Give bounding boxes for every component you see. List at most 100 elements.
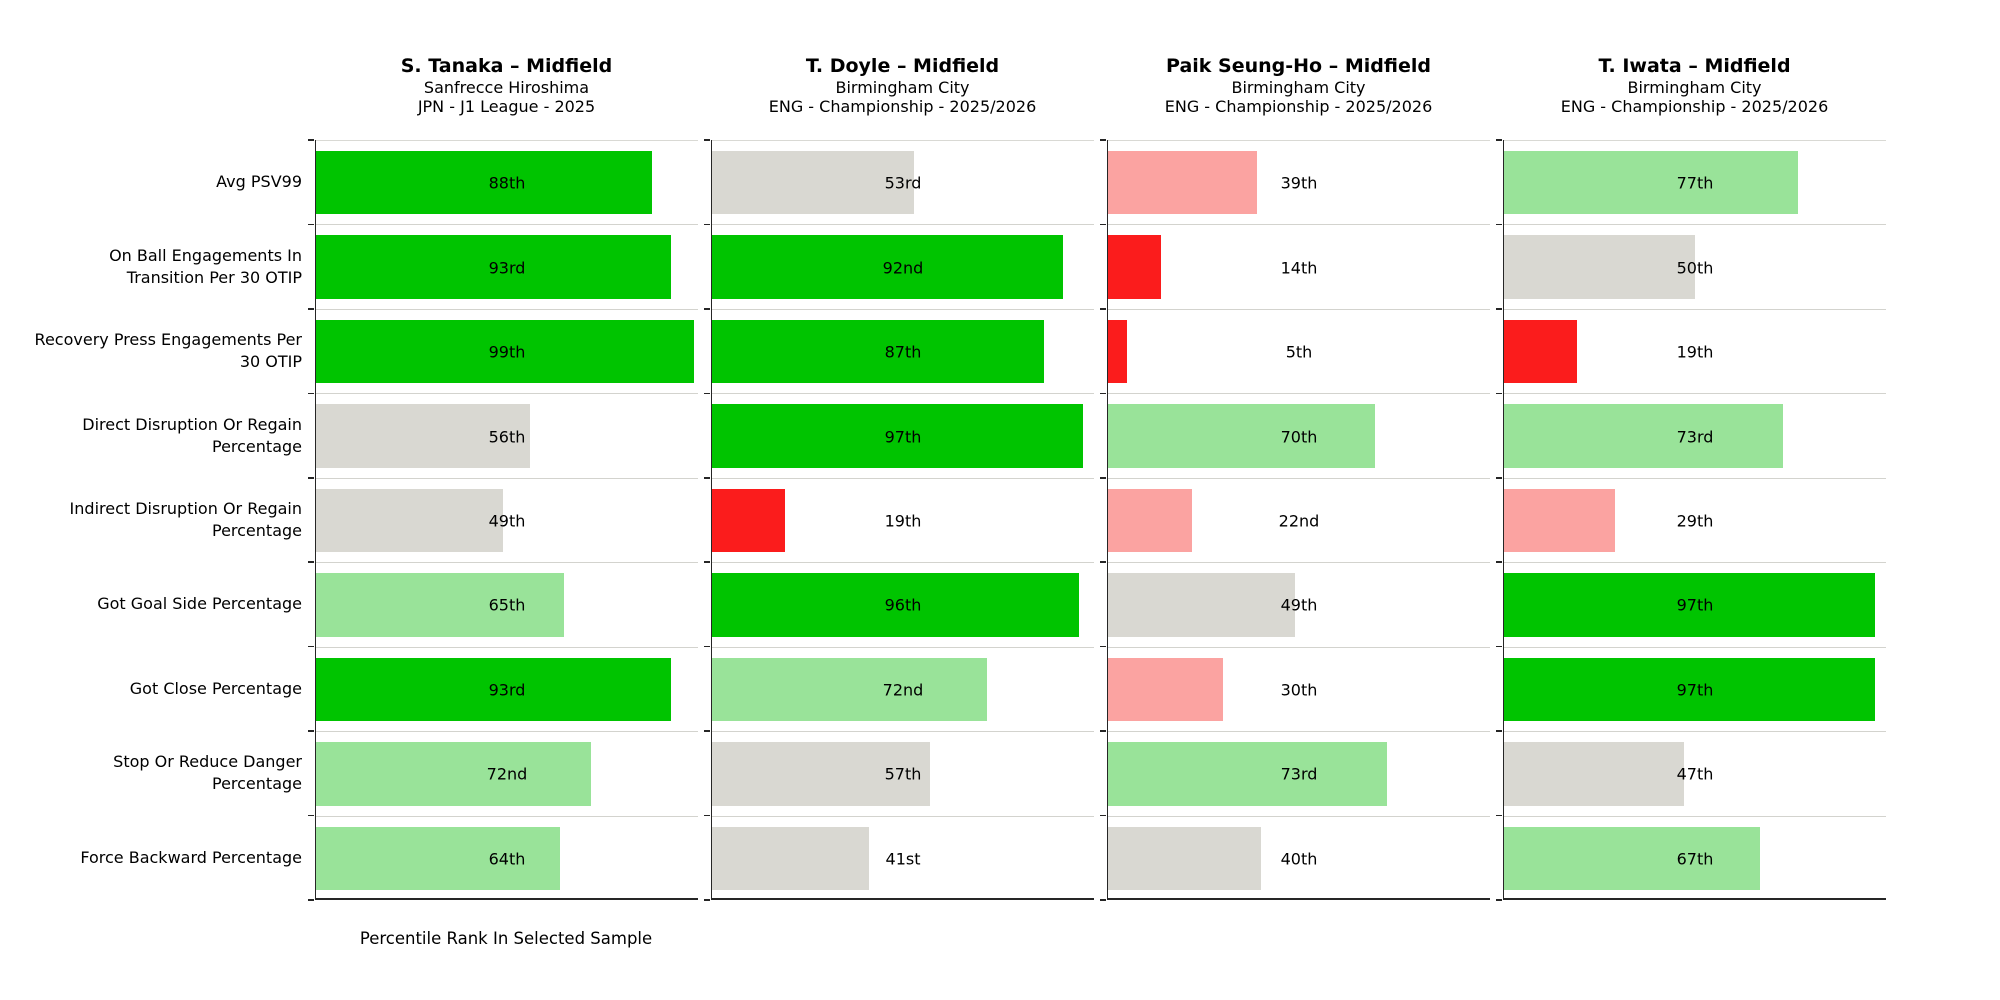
bar-row: 97th — [1504, 562, 1886, 646]
percentile-value-label: 14th — [1280, 258, 1318, 278]
y-axis-tick — [1100, 645, 1107, 648]
percentile-bar — [712, 657, 988, 722]
y-axis-tick — [1496, 730, 1503, 732]
bar-row: 57th — [712, 731, 1094, 815]
percentile-bar — [316, 404, 530, 468]
bar-row: 87th — [712, 308, 1094, 393]
percentile-value-label: 72nd — [486, 764, 528, 784]
percentile-value-label: 39th — [1280, 173, 1318, 193]
percentile-value-label: 40th — [1280, 849, 1318, 869]
player-competition: ENG - Championship - 2025/2026 — [1164, 97, 1433, 116]
y-axis-tick — [1100, 476, 1107, 479]
y-axis-tick — [308, 476, 315, 479]
percentile-bar — [316, 319, 695, 384]
percentile-bar — [1504, 488, 1615, 553]
percentile-value-label: 73rd — [1676, 427, 1714, 447]
y-axis-tick — [1496, 308, 1503, 310]
percentile-axis: 53rd 92nd 87th 97th 19th 96th 72nd 57th 41st — [704, 139, 1094, 901]
percentile-value-label: 92nd — [882, 258, 924, 278]
player-team: Birmingham City — [1627, 78, 1762, 97]
percentile-bar — [316, 235, 672, 299]
percentile-value-label: 50th — [1676, 258, 1714, 278]
bar-row: 99th — [316, 308, 698, 393]
percentile-value-label: 67th — [1676, 849, 1714, 869]
y-axis-tick — [704, 223, 711, 226]
y-axis-tick — [704, 308, 711, 310]
percentile-value-label: 65th — [488, 595, 526, 615]
percentile-value-label: 64th — [488, 849, 526, 869]
percentile-bar — [316, 488, 504, 553]
y-axis-tick — [1496, 814, 1503, 817]
percentile-bar — [712, 826, 869, 890]
bar-row: 77th — [1504, 140, 1886, 224]
bar-row: 30th — [1108, 646, 1490, 731]
y-axis-tick — [308, 730, 315, 732]
y-axis-tick — [1100, 223, 1107, 226]
percentile-bar — [316, 826, 561, 890]
percentile-value-label: 49th — [1280, 595, 1318, 615]
bar-row: 50th — [1504, 224, 1886, 308]
y-axis-tick — [1496, 899, 1503, 901]
percentile-bar — [1504, 742, 1684, 806]
percentile-value-label: 72nd — [882, 680, 924, 700]
bar-row: 67th — [1504, 815, 1886, 900]
bar-row: 29th — [1504, 477, 1886, 562]
player-competition: ENG - Championship - 2025/2026 — [1560, 97, 1829, 116]
percentile-bar — [316, 573, 565, 637]
percentile-value-label: 19th — [1676, 342, 1714, 362]
percentile-axis: 39th 14th 5th 70th 22nd 49th 30th 73rd 40th — [1100, 139, 1490, 901]
y-axis-tick — [704, 476, 711, 479]
bar-row: 49th — [1108, 562, 1490, 646]
y-axis-tick — [704, 561, 711, 564]
player-competition: ENG - Championship - 2025/2026 — [768, 97, 1037, 116]
percentile-bar — [316, 742, 592, 806]
y-axis-tick — [308, 645, 315, 648]
y-axis-tick — [1496, 392, 1503, 395]
bar-row: 14th — [1108, 224, 1490, 308]
bar-row: 73rd — [1108, 731, 1490, 815]
percentile-bar — [316, 657, 672, 722]
percentile-bar — [712, 573, 1079, 637]
percentile-value-label: 22nd — [1278, 511, 1320, 531]
bar-row: 72nd — [316, 731, 698, 815]
metric-label: Avg PSV99 — [216, 172, 302, 192]
percentile-bar — [1108, 235, 1162, 299]
y-axis-tick — [1100, 561, 1107, 564]
y-axis-tick — [308, 561, 315, 564]
percentile-bar — [712, 488, 785, 553]
y-axis-tick — [1496, 223, 1503, 226]
y-axis-tick — [1100, 139, 1107, 141]
percentile-bar — [1504, 573, 1875, 637]
percentile-value-label: 93rd — [488, 258, 526, 278]
percentile-bar — [316, 151, 653, 215]
percentile-value-label: 53rd — [884, 173, 922, 193]
player-name: Paik Seung-Ho – Midfield — [1166, 55, 1431, 77]
percentile-bar — [712, 151, 915, 215]
percentile-bar — [1504, 319, 1577, 384]
percentile-value-label: 70th — [1280, 427, 1318, 447]
percentile-value-label: 97th — [884, 427, 922, 447]
bar-row: 93rd — [316, 646, 698, 731]
metric-label: Direct Disruption Or Regain Percentage — [82, 414, 302, 456]
bar-row: 19th — [712, 477, 1094, 562]
percentile-bar — [712, 742, 930, 806]
y-axis-tick — [1496, 561, 1503, 564]
bar-row: 5th — [1108, 308, 1490, 393]
y-axis-tick — [1100, 899, 1107, 901]
percentile-value-label: 97th — [1676, 680, 1714, 700]
percentile-value-label: 57th — [884, 764, 922, 784]
percentile-value-label: 49th — [488, 511, 526, 531]
percentile-value-label: 87th — [884, 342, 922, 362]
bar-row: 22nd — [1108, 477, 1490, 562]
percentile-value-label: 19th — [884, 511, 922, 531]
bar-row: 97th — [712, 393, 1094, 477]
player-competition: JPN - J1 League - 2025 — [417, 97, 596, 116]
percentile-value-label: 29th — [1676, 511, 1714, 531]
percentile-axis: 88th 93rd 99th 56th 49th 65th 93rd 72nd 64th — [308, 139, 698, 901]
y-axis-tick — [1100, 814, 1107, 817]
percentile-value-label: 88th — [488, 173, 526, 193]
bar-row: 64th — [316, 815, 698, 900]
percentile-bar — [1504, 151, 1799, 215]
player-team: Birmingham City — [835, 78, 970, 97]
bar-row: 40th — [1108, 815, 1490, 900]
